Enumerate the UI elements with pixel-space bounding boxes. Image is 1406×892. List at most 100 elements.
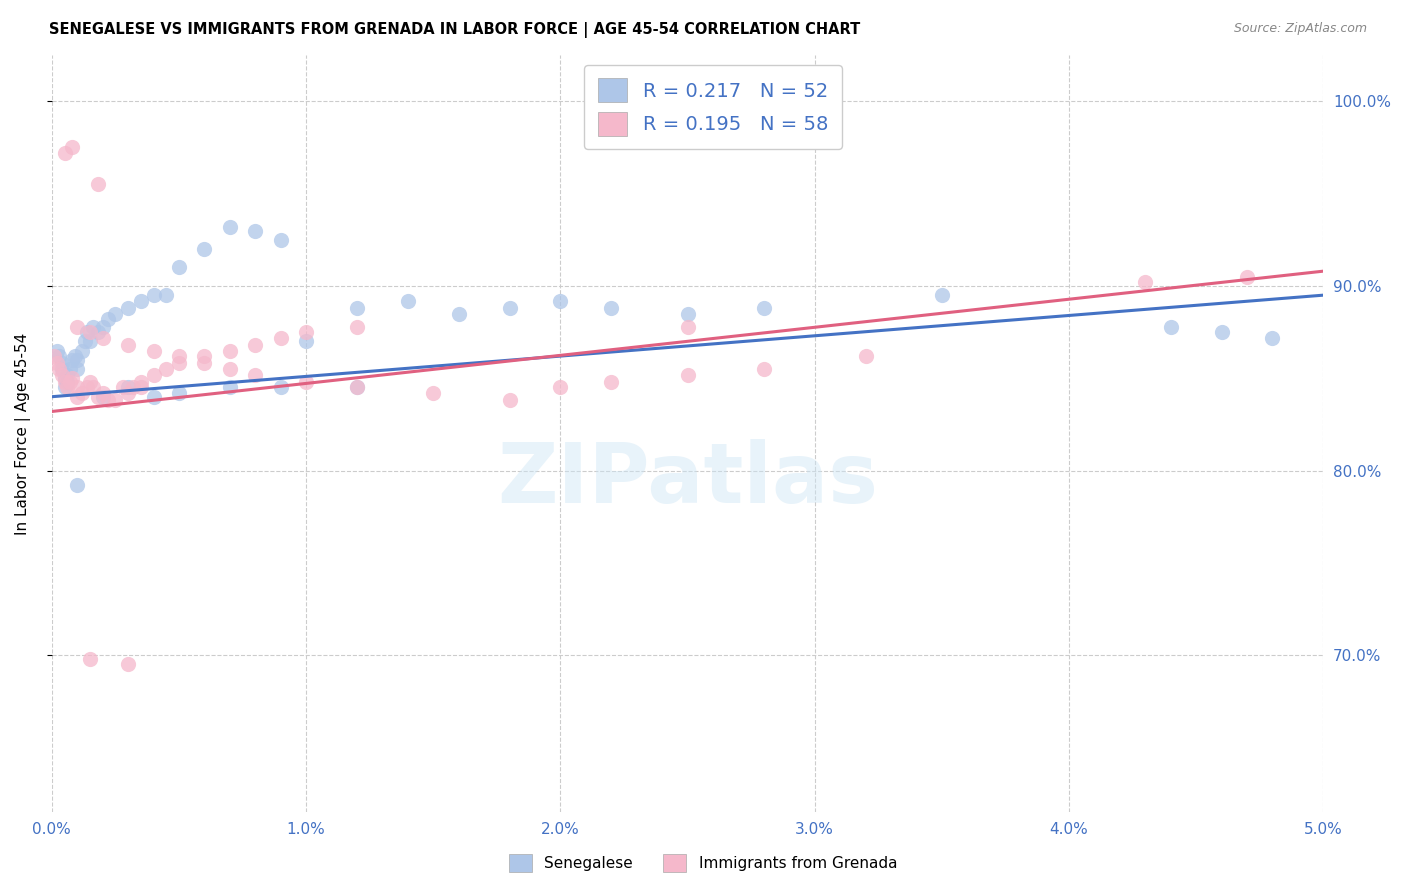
Point [66, 319, 89, 334]
Point [193, 356, 215, 370]
Point [1135, 275, 1157, 289]
Point [498, 301, 520, 315]
Point [72, 386, 94, 401]
Point [82, 380, 104, 394]
Point [218, 362, 240, 376]
Point [1160, 319, 1182, 334]
Point [51, 356, 73, 370]
Point [295, 334, 318, 349]
Point [91, 319, 114, 334]
Point [56, 380, 79, 394]
Point [51, 362, 73, 376]
Legend: Senegalese, Immigrants from Grenada: Senegalese, Immigrants from Grenada [502, 846, 904, 880]
Point [270, 380, 292, 394]
Point [51, 368, 73, 382]
Point [66, 390, 89, 404]
Point [60, 140, 83, 154]
Point [676, 307, 699, 321]
Point [752, 362, 775, 376]
Point [752, 301, 775, 315]
Point [167, 356, 190, 370]
Point [48, 349, 70, 363]
Point [167, 386, 190, 401]
Point [676, 319, 699, 334]
Point [1236, 269, 1258, 284]
Point [56, 368, 79, 382]
Point [155, 362, 177, 376]
Point [76, 380, 98, 394]
Point [53, 146, 76, 161]
Point [79, 325, 101, 339]
Point [122, 380, 145, 394]
Point [550, 293, 572, 308]
Point [91, 390, 114, 404]
Point [270, 233, 292, 247]
Point [142, 368, 165, 382]
Point [295, 375, 318, 389]
Point [76, 325, 98, 339]
Point [193, 349, 215, 363]
Point [218, 343, 240, 358]
Point [1211, 325, 1233, 339]
Point [245, 338, 267, 352]
Point [600, 301, 623, 315]
Point [45, 356, 67, 370]
Point [60, 352, 83, 367]
Point [346, 301, 368, 315]
Point [53, 371, 76, 385]
Point [129, 293, 152, 308]
Point [1261, 331, 1284, 345]
Point [346, 380, 368, 394]
Point [218, 380, 240, 394]
Point [45, 343, 67, 358]
Y-axis label: In Labor Force | Age 45-54: In Labor Force | Age 45-54 [15, 333, 31, 535]
Point [117, 301, 139, 315]
Text: ZIPatlas: ZIPatlas [498, 439, 879, 519]
Point [117, 386, 139, 401]
Point [676, 368, 699, 382]
Point [104, 307, 127, 321]
Text: Source: ZipAtlas.com: Source: ZipAtlas.com [1233, 22, 1367, 36]
Point [86, 390, 108, 404]
Point [112, 380, 135, 394]
Point [53, 375, 76, 389]
Point [73, 334, 96, 349]
Point [142, 343, 165, 358]
Point [86, 325, 108, 339]
Point [59, 362, 82, 376]
Point [117, 338, 139, 352]
Point [97, 393, 120, 408]
Point [53, 380, 76, 394]
Point [56, 375, 79, 389]
Point [59, 375, 82, 389]
Point [86, 178, 108, 192]
Point [104, 393, 127, 408]
Point [396, 293, 419, 308]
Point [550, 380, 572, 394]
Point [600, 375, 623, 389]
Point [142, 288, 165, 302]
Point [129, 380, 152, 394]
Point [346, 319, 368, 334]
Point [91, 331, 114, 345]
Point [97, 312, 120, 326]
Point [193, 242, 215, 256]
Point [66, 380, 89, 394]
Point [167, 349, 190, 363]
Point [63, 349, 86, 363]
Point [66, 352, 89, 367]
Point [855, 349, 877, 363]
Point [155, 288, 177, 302]
Point [79, 375, 101, 389]
Point [346, 380, 368, 394]
Point [422, 386, 444, 401]
Point [60, 371, 83, 385]
Point [142, 390, 165, 404]
Point [91, 386, 114, 401]
Point [117, 657, 139, 672]
Point [295, 325, 318, 339]
Legend: R = 0.217   N = 52, R = 0.195   N = 58: R = 0.217 N = 52, R = 0.195 N = 58 [585, 65, 842, 149]
Point [82, 319, 104, 334]
Point [66, 362, 89, 376]
Point [44, 349, 66, 363]
